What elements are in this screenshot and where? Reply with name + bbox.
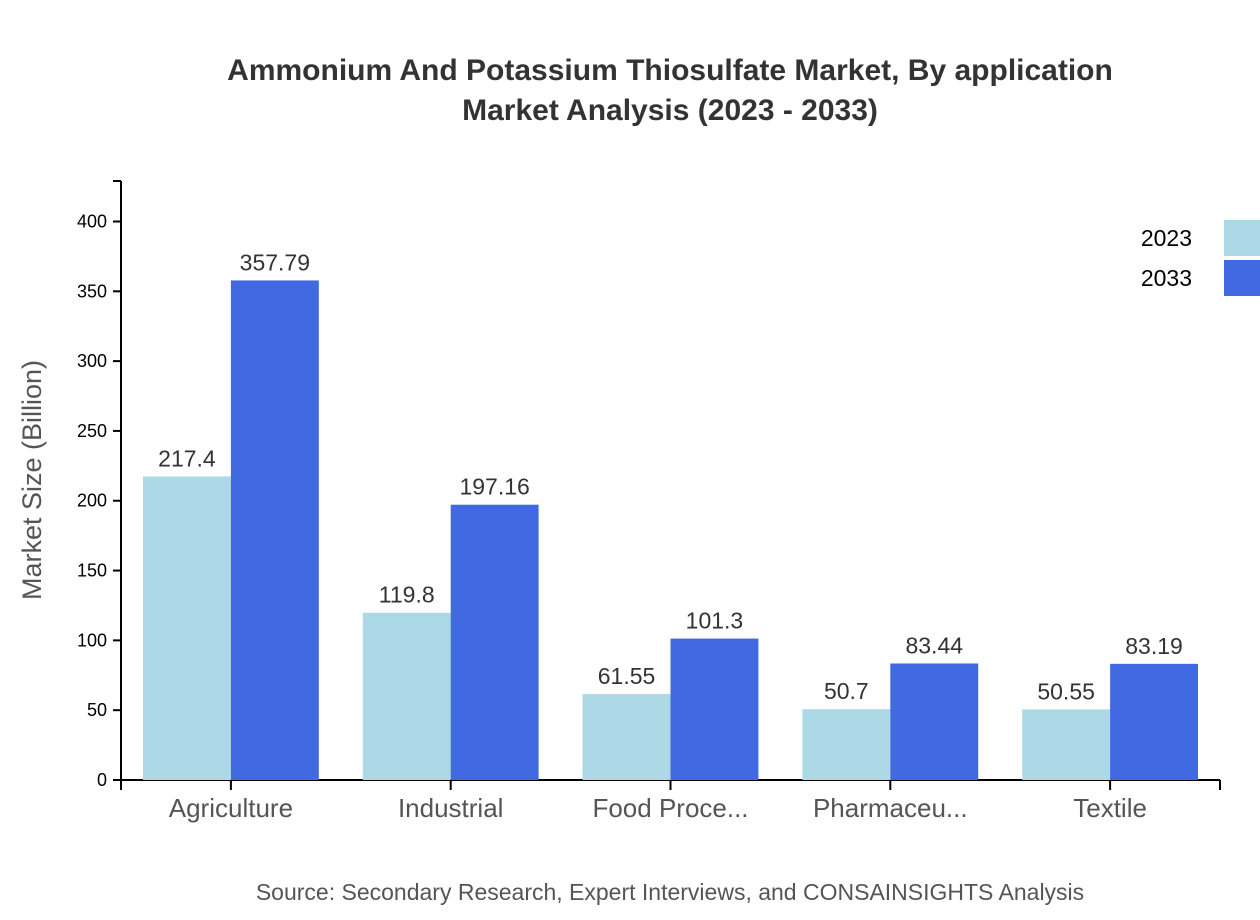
- y-tick-label: 100: [77, 630, 107, 650]
- chart-subtitle: Market Analysis (2023 - 2033): [462, 94, 878, 127]
- y-tick-label: 150: [77, 561, 107, 581]
- x-tick-label: Food Proce...: [592, 793, 748, 823]
- y-tick-label: 200: [77, 491, 107, 511]
- bar-2023: [362, 612, 451, 780]
- data-label: 357.79: [240, 249, 310, 275]
- data-label: 50.55: [1037, 678, 1095, 704]
- y-tick-label: 250: [77, 421, 107, 441]
- data-label: 217.4: [158, 445, 216, 471]
- y-tick-label: 0: [97, 770, 107, 790]
- data-label: 83.19: [1125, 633, 1183, 659]
- bar-2023: [1022, 709, 1111, 780]
- y-tick-label: 350: [77, 281, 107, 301]
- chart-title: Ammonium And Potassium Thiosulfate Marke…: [227, 54, 1113, 87]
- bar-2033: [890, 663, 979, 780]
- y-axis-label: Market Size (Billion): [17, 360, 47, 600]
- legend-swatch: [1224, 260, 1260, 296]
- bar-2033: [230, 280, 319, 780]
- y-tick-label: 400: [77, 211, 107, 231]
- data-label: 119.8: [379, 582, 435, 608]
- source-note: Source: Secondary Research, Expert Inter…: [256, 879, 1084, 905]
- x-tick-label: Agriculture: [169, 793, 293, 823]
- legend-swatch: [1224, 220, 1260, 256]
- bar-2033: [450, 504, 539, 780]
- x-tick-label: Textile: [1073, 793, 1147, 823]
- data-label: 50.7: [824, 678, 869, 704]
- data-label: 197.16: [459, 474, 529, 500]
- data-label: 61.55: [598, 663, 656, 689]
- y-tick-label: 300: [77, 351, 107, 371]
- y-tick-label: 50: [87, 700, 107, 720]
- bar-2033: [670, 638, 759, 780]
- bar-2033: [1110, 663, 1199, 780]
- legend-label: 2023: [1141, 225, 1192, 251]
- bar-2023: [582, 694, 671, 780]
- data-label: 83.44: [905, 632, 963, 658]
- data-label: 101.3: [686, 608, 744, 634]
- x-tick-label: Industrial: [398, 793, 504, 823]
- x-tick-label: Pharmaceu...: [813, 793, 968, 823]
- legend-label: 2033: [1141, 265, 1192, 291]
- bar-2023: [802, 709, 891, 780]
- bar-2023: [142, 476, 231, 780]
